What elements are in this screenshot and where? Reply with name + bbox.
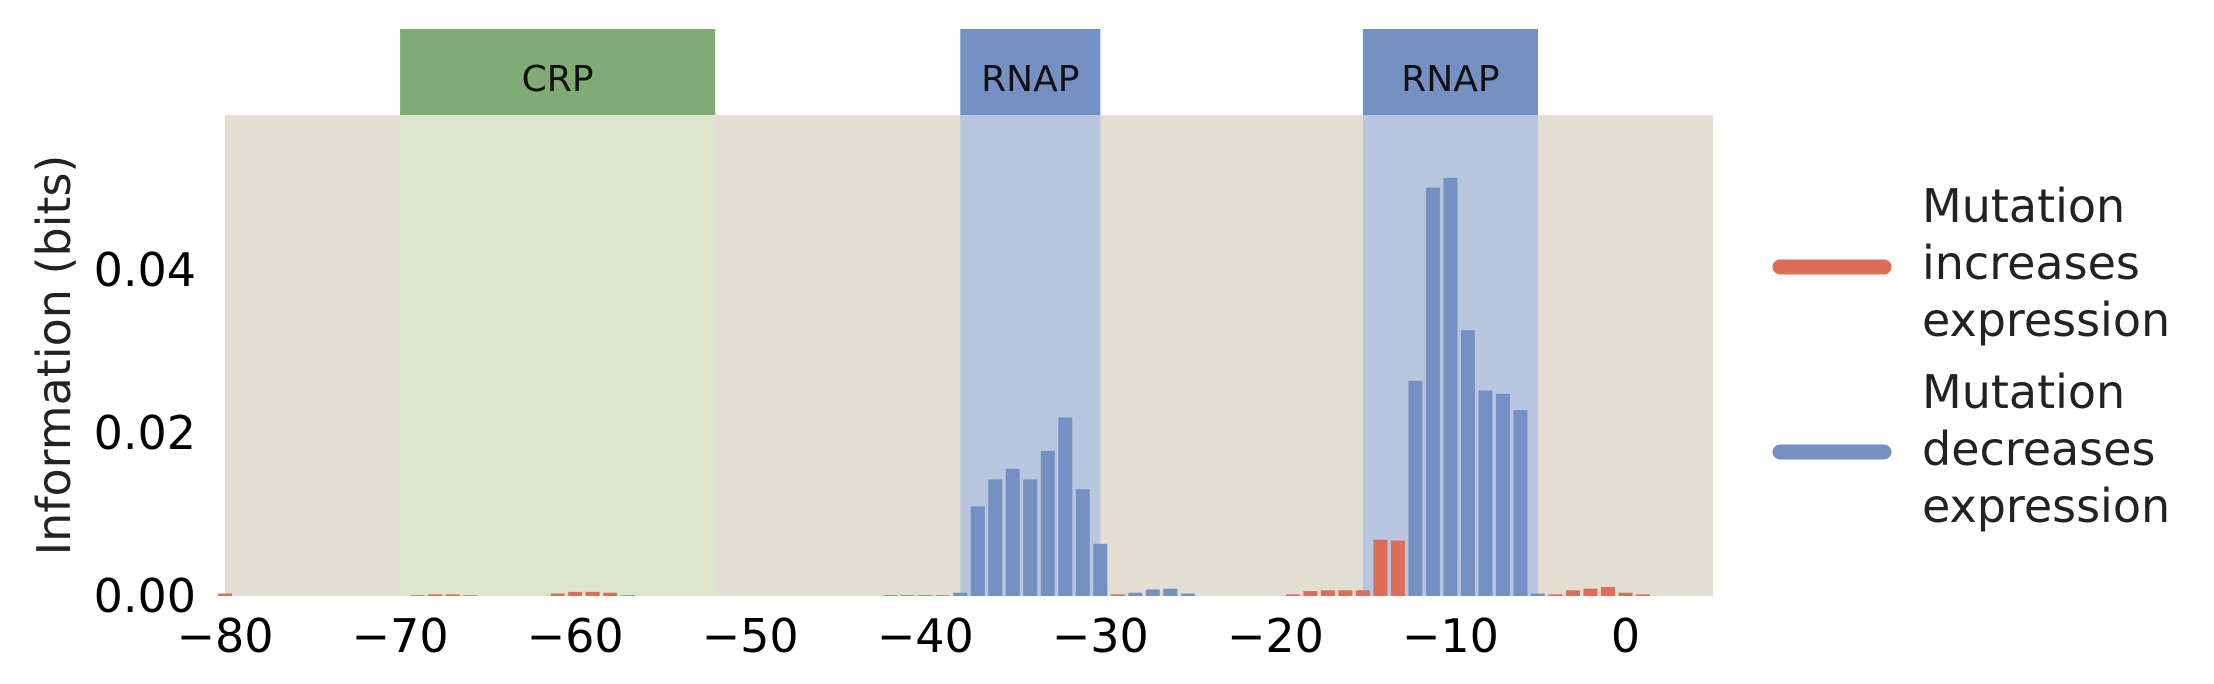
legend-increase-line-1: Mutation bbox=[1922, 179, 2125, 233]
bar-decrease-14 bbox=[1425, 187, 1440, 597]
bar-decrease-2 bbox=[988, 479, 1003, 596]
y-tick-label-0: 0.00 bbox=[94, 569, 196, 623]
x-tick-label-7: −10 bbox=[1402, 609, 1499, 663]
bar-increase-8 bbox=[603, 592, 618, 596]
bar-decrease-8 bbox=[1093, 543, 1108, 596]
bar-decrease-11 bbox=[1163, 588, 1178, 596]
bar-decrease-20 bbox=[1530, 593, 1545, 596]
bar-increase-19 bbox=[1338, 590, 1353, 596]
legend-decrease-line-1: Mutation bbox=[1922, 365, 2125, 419]
legend: Mutation increases expression Mutation d… bbox=[1772, 179, 2170, 533]
bar-decrease-10 bbox=[1145, 589, 1160, 596]
bar-decrease-4 bbox=[1023, 479, 1038, 596]
legend-decrease-line-3: expression bbox=[1922, 479, 2170, 533]
x-tick-labels: −80 −70 −60 −50 −40 −30 −20 −10 0 bbox=[176, 609, 1640, 663]
bar-increase-1 bbox=[410, 595, 425, 596]
bar-increase-27 bbox=[1600, 587, 1615, 596]
x-tick-label-8: 0 bbox=[1611, 609, 1640, 663]
bar-increase-28 bbox=[1618, 592, 1633, 596]
bar-decrease-19 bbox=[1513, 410, 1528, 596]
region-header-2 bbox=[1362, 29, 1538, 115]
bar-decrease-12 bbox=[1180, 593, 1195, 596]
binding-regions: CRP RNAP RNAP bbox=[400, 29, 1538, 596]
bar-increase-26 bbox=[1583, 588, 1598, 596]
bar-decrease-16 bbox=[1460, 330, 1475, 596]
x-tick-label-3: −50 bbox=[702, 609, 799, 663]
legend-increase-line-2: increases bbox=[1922, 236, 2140, 290]
bar-increase-24 bbox=[1548, 594, 1563, 596]
bar-decrease-15 bbox=[1443, 177, 1458, 596]
x-tick-label-1: −70 bbox=[352, 609, 449, 663]
region-label-1: RNAP bbox=[981, 59, 1079, 100]
bar-decrease-5 bbox=[1040, 450, 1055, 596]
bar-increase-9 bbox=[620, 595, 635, 596]
region-header-1 bbox=[960, 29, 1101, 115]
bar-decrease-1 bbox=[970, 506, 985, 596]
y-tick-label-2: 0.04 bbox=[94, 243, 196, 297]
bar-increase-13 bbox=[935, 595, 950, 596]
y-axis-label: Information (bits) bbox=[27, 155, 81, 556]
region-label-2: RNAP bbox=[1401, 59, 1499, 100]
bar-decrease-18 bbox=[1495, 393, 1510, 596]
x-tick-label-6: −20 bbox=[1227, 609, 1324, 663]
bar-increase-29 bbox=[1635, 594, 1650, 596]
bar-decrease-9 bbox=[1128, 592, 1143, 596]
bar-increase-25 bbox=[1565, 590, 1580, 596]
bar-increase-0 bbox=[217, 593, 233, 596]
bar-increase-22 bbox=[1390, 540, 1405, 596]
bar-increase-18 bbox=[1320, 590, 1335, 596]
bar-increase-5 bbox=[550, 593, 565, 596]
bar-decrease-7 bbox=[1075, 489, 1090, 596]
bar-increase-3 bbox=[445, 594, 460, 596]
bar-increase-12 bbox=[918, 595, 933, 596]
region-band-0 bbox=[400, 115, 716, 596]
bar-decrease-13 bbox=[1408, 380, 1423, 596]
bar-increase-7 bbox=[585, 591, 600, 596]
bar-increase-6 bbox=[568, 591, 583, 596]
y-tick-label-1: 0.02 bbox=[94, 406, 196, 460]
bar-decrease-0 bbox=[953, 592, 968, 596]
bar-decrease-17 bbox=[1478, 390, 1493, 596]
x-tick-label-0: −80 bbox=[176, 609, 273, 663]
bar-increase-20 bbox=[1355, 590, 1370, 596]
bar-increase-16 bbox=[1285, 594, 1300, 596]
region-header-0 bbox=[400, 29, 716, 115]
x-tick-label-4: −40 bbox=[877, 609, 974, 663]
bar-increase-17 bbox=[1303, 591, 1318, 596]
bar-decrease-3 bbox=[1005, 468, 1020, 596]
decrease-bars bbox=[953, 177, 1545, 597]
legend-decrease-line-2: decreases bbox=[1922, 422, 2155, 476]
bar-increase-4 bbox=[463, 595, 478, 596]
y-tick-labels: 0.00 0.02 0.04 bbox=[94, 243, 196, 623]
bar-increase-15 bbox=[1110, 594, 1125, 596]
x-tick-label-2: −60 bbox=[527, 609, 624, 663]
bar-increase-11 bbox=[900, 595, 915, 596]
bar-decrease-6 bbox=[1058, 417, 1073, 596]
x-tick-label-5: −30 bbox=[1052, 609, 1149, 663]
bar-increase-2 bbox=[428, 594, 443, 596]
bar-increase-21 bbox=[1373, 539, 1388, 596]
bar-increase-10 bbox=[883, 595, 898, 596]
region-label-0: CRP bbox=[522, 59, 594, 100]
legend-increase-line-3: expression bbox=[1922, 293, 2170, 347]
